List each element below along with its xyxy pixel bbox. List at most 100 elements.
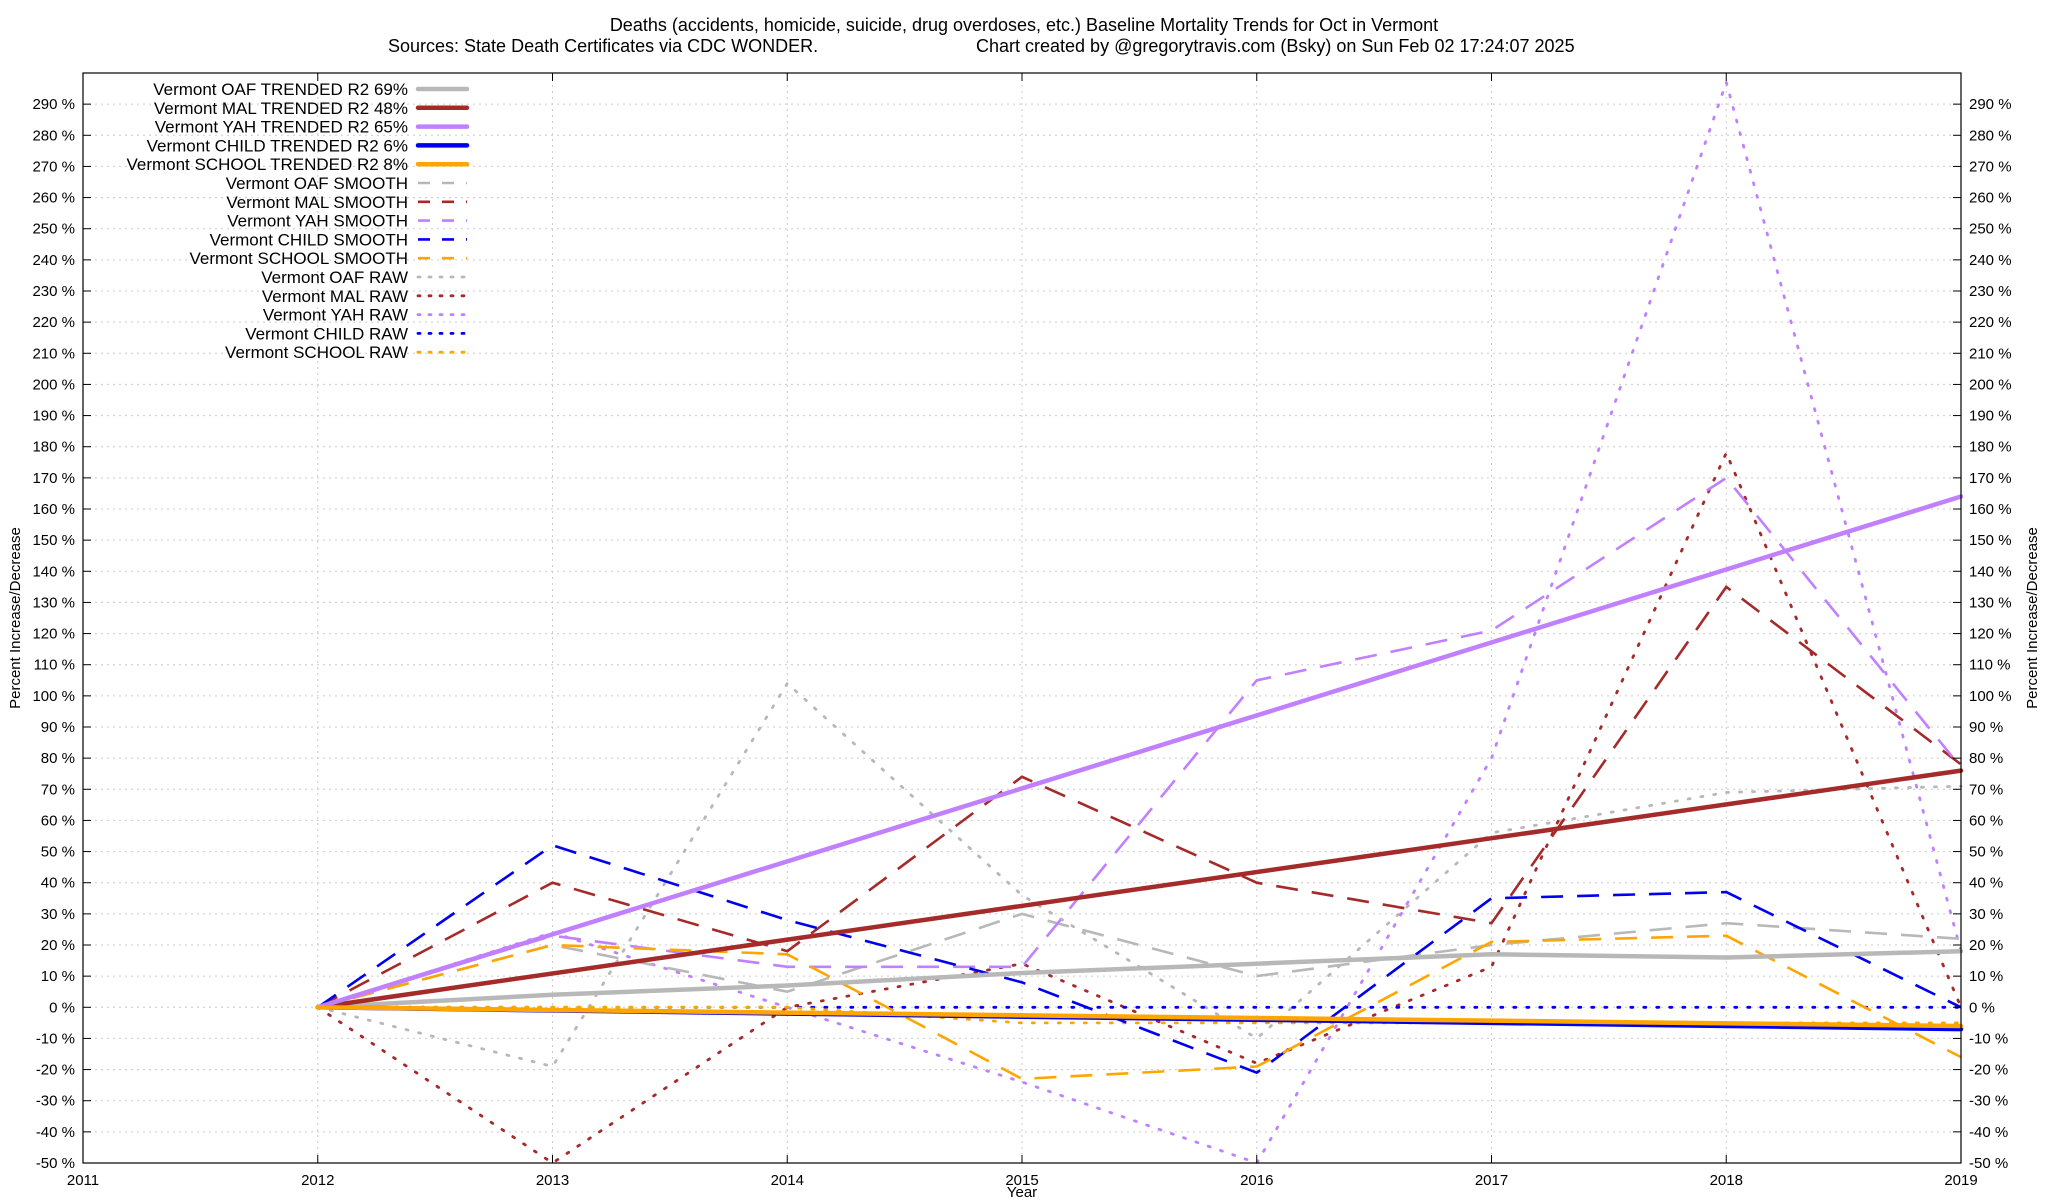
y-tick-label-left: 250 % [32, 221, 75, 238]
y-axis-label-right: Percent Increase/Decrease [2024, 527, 2041, 709]
y-tick-label-right: -50 % [1969, 1155, 2008, 1172]
y-tick-label-right: 240 % [1969, 252, 2012, 269]
y-tick-label-right: 200 % [1969, 376, 2012, 393]
y-tick-label-left: 270 % [32, 158, 75, 175]
y-tick-label-left: 260 % [32, 190, 75, 207]
series-line-vermont-school-smooth [317, 934, 1962, 1081]
y-tick-label-right: 150 % [1969, 532, 2012, 549]
y-tick-label-left: 10 % [41, 968, 75, 985]
grid [83, 73, 1961, 1163]
x-tick-label: 2011 [67, 1172, 99, 1189]
y-tick-label-right: 100 % [1969, 688, 2012, 705]
legend-label: Vermont CHILD SMOOTH [210, 230, 408, 249]
y-tick-label-right: 90 % [1969, 719, 2003, 736]
y-tick-label-right: 10 % [1969, 968, 2003, 985]
y-tick-label-left: 50 % [41, 844, 75, 861]
y-tick-label-right: 140 % [1969, 563, 2012, 580]
legend-label: Vermont OAF TRENDED R2 69% [153, 80, 408, 99]
x-tick-label: 2015 [1005, 1172, 1038, 1189]
y-tick-label-right: 130 % [1969, 594, 2012, 611]
y-tick-label-left: 120 % [32, 626, 75, 643]
series-line-vermont-yah-raw [316, 77, 1963, 1165]
series-line-vermont-oaf-smooth [317, 912, 1962, 1009]
series-line-vermont-school-trended-r2-8 [315, 1005, 1964, 1029]
y-tick-label-right: 220 % [1969, 314, 2012, 331]
y-tick-label-right: 120 % [1969, 626, 2012, 643]
x-tick-label: 2013 [536, 1172, 569, 1189]
y-tick-label-right: -30 % [1969, 1093, 2008, 1110]
y-tick-label-left: 20 % [41, 937, 75, 954]
y-tick-label-right: 170 % [1969, 470, 2012, 487]
x-tick-label: 2012 [301, 1172, 334, 1189]
y-tick-label-left: 150 % [32, 532, 75, 549]
series-line-vermont-mal-smooth [317, 585, 1962, 1009]
y-tick-label-right: -40 % [1969, 1124, 2008, 1141]
y-tick-label-right: 60 % [1969, 812, 2003, 829]
y-tick-label-left: 180 % [32, 439, 75, 456]
y-tick-label-left: 280 % [32, 127, 75, 144]
y-tick-label-right: -10 % [1969, 1030, 2008, 1047]
y-tick-label-right: 20 % [1969, 937, 2003, 954]
legend-label: Vermont MAL TRENDED R2 48% [154, 99, 408, 118]
x-tick-label: 2014 [771, 1172, 804, 1189]
x-tick-label: 2016 [1240, 1172, 1273, 1189]
y-tick-label-left: 130 % [32, 594, 75, 611]
y-tick-label-right: -20 % [1969, 1062, 2008, 1079]
y-tick-label-right: 70 % [1969, 781, 2003, 798]
legend-label: Vermont OAF RAW [261, 268, 408, 287]
legend-label: Vermont CHILD TRENDED R2 6% [147, 136, 408, 155]
y-tick-label-right: 280 % [1969, 127, 2012, 144]
chart-subtitle-credit: Chart created by @gregorytravis.com (Bsk… [976, 36, 1575, 56]
y-axis-label-left: Percent Increase/Decrease [7, 527, 24, 709]
y-tick-label-left: 100 % [32, 688, 75, 705]
legend-label: Vermont MAL SMOOTH [226, 193, 408, 212]
y-tick-label-right: 210 % [1969, 345, 2012, 362]
y-tick-label-left: -40 % [36, 1124, 75, 1141]
y-tick-label-left: 240 % [32, 252, 75, 269]
y-tick-label-right: 180 % [1969, 439, 2012, 456]
y-tick-label-left: 220 % [32, 314, 75, 331]
legend-label: Vermont SCHOOL RAW [225, 343, 408, 362]
y-tick-label-right: 30 % [1969, 906, 2003, 923]
y-tick-label-right: 0 % [1969, 999, 1995, 1016]
y-tick-label-left: 90 % [41, 719, 75, 736]
legend-label: Vermont YAH SMOOTH [227, 212, 408, 231]
y-tick-label-left: 230 % [32, 283, 75, 300]
y-tick-label-right: 260 % [1969, 190, 2012, 207]
y-tick-label-right: 40 % [1969, 875, 2003, 892]
y-tick-label-right: 190 % [1969, 408, 2012, 425]
y-tick-label-right: 50 % [1969, 844, 2003, 861]
y-tick-label-left: -30 % [36, 1093, 75, 1110]
legend-label: Vermont CHILD RAW [245, 324, 408, 343]
y-tick-label-left: 30 % [41, 906, 75, 923]
x-axis-label: Year [1007, 1184, 1037, 1200]
legend-label: Vermont YAH TRENDED R2 65% [155, 118, 408, 137]
chart-subtitle-sources: Sources: State Death Certificates via CD… [388, 36, 818, 56]
legend-label: Vermont YAH RAW [263, 306, 408, 325]
y-tick-label-right: 160 % [1969, 501, 2012, 518]
series-line-vermont-school-raw [316, 1005, 1963, 1025]
legend-label: Vermont OAF SMOOTH [226, 174, 408, 193]
series-layer [315, 77, 1964, 1165]
series-line-vermont-mal-trended-r2-48 [315, 768, 1964, 1010]
y-tick-label-left: 290 % [32, 96, 75, 113]
ticks: -50 % -50 % -40 % -40 % -30 % -30 % -20 % -20 %… [32, 73, 2012, 1189]
y-tick-label-right: 270 % [1969, 158, 2012, 175]
y-tick-label-right: 250 % [1969, 221, 2012, 238]
y-tick-label-left: 0 % [49, 999, 75, 1016]
x-tick-label: 2019 [1944, 1172, 1977, 1189]
series-line-vermont-yah-smooth [317, 476, 1963, 1009]
y-tick-label-left: 70 % [41, 781, 75, 798]
y-tick-label-left: 200 % [32, 376, 75, 393]
legend-label: Vermont SCHOOL SMOOTH [189, 249, 408, 268]
legend: Vermont OAF TRENDED R2 69%Vermont MAL TR… [126, 80, 470, 362]
y-tick-label-left: 60 % [41, 812, 75, 829]
y-tick-label-left: 110 % [34, 657, 75, 674]
series-line-vermont-mal-raw [316, 449, 1963, 1165]
chart-title: Deaths (accidents, homicide, suicide, dr… [610, 15, 1438, 35]
y-tick-label-left: 160 % [32, 501, 75, 518]
y-tick-label-left: -10 % [36, 1030, 75, 1047]
y-tick-label-left: 40 % [41, 875, 75, 892]
y-tick-label-left: 140 % [32, 563, 75, 580]
